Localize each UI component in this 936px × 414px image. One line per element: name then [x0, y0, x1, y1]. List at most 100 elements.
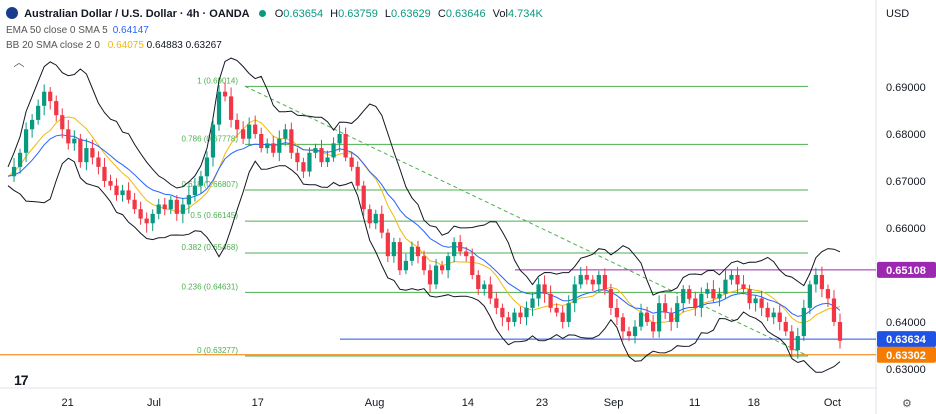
candle-body [801, 307, 806, 337]
symbol-title[interactable]: Australian Dollar / U.S. Dollar · 4h · O… [24, 8, 250, 20]
ema-value: 0.64147 [112, 25, 149, 36]
candle-body [108, 180, 113, 186]
candle-body [542, 284, 547, 294]
candle-body [427, 270, 433, 285]
candle-body [650, 321, 656, 332]
candle-body [210, 124, 216, 158]
candle-body [36, 105, 41, 120]
candle-body [72, 138, 77, 144]
candle-body [114, 185, 119, 196]
ema-label: EMA 50 close 0 SMA 5 [6, 25, 108, 36]
candle-body [620, 317, 626, 332]
candle-body [138, 209, 143, 219]
fib-trend-line [244, 85, 809, 357]
time-tick-label: 17 [252, 397, 264, 409]
candle-body [813, 274, 818, 285]
candle-body [331, 143, 336, 158]
fib-level-label: 0 (0.63277) [197, 346, 238, 355]
price-level-text: 0.63634 [886, 334, 927, 346]
candle-body [409, 246, 415, 261]
candle-body [735, 274, 740, 285]
candle-body [289, 129, 294, 153]
candle-body [186, 195, 191, 205]
candle-body [48, 91, 53, 102]
candle-body [17, 152, 23, 167]
candle-body [536, 284, 541, 299]
candle-body [349, 157, 354, 167]
candle-body [446, 256, 451, 271]
time-tick-label: 11 [689, 397, 700, 409]
candle-body [126, 190, 131, 200]
bb-basis-value: 0.64075 [107, 40, 144, 51]
candle-body [657, 303, 662, 332]
candle-body [626, 331, 632, 337]
candle-body [84, 148, 89, 163]
candle-body [132, 199, 137, 210]
collapse-legend-chevron-icon[interactable]: ︿ [13, 57, 25, 69]
candle-body [771, 312, 776, 318]
ohlc-low: L0.63629 [384, 8, 431, 20]
candle-body [747, 289, 752, 304]
candle-body [831, 298, 837, 322]
candle-body [234, 119, 240, 130]
fib-level-label: 1 (0.69014) [197, 76, 238, 85]
candle-body [120, 190, 125, 196]
candle-body [66, 129, 71, 144]
price-level-badge [877, 261, 936, 278]
candle-body [783, 321, 788, 332]
candle-body [60, 115, 65, 130]
candle-body [343, 133, 348, 158]
ohlc-open: O0.63654 [274, 8, 324, 20]
candle-body [476, 274, 481, 290]
candle-body [307, 152, 312, 172]
candle-body [283, 129, 288, 139]
time-tick-label: Sep [604, 397, 624, 409]
bb-lower-value: 0.63267 [185, 40, 222, 51]
settings-gear-icon[interactable]: ⚙ [902, 398, 912, 410]
candle-body [204, 157, 210, 177]
candle-body [421, 256, 427, 271]
bb-legend[interactable]: BB 20 SMA close 2 0 0.64075 0.64883 0.63… [6, 40, 222, 51]
candle-body [403, 260, 409, 271]
candle-body [500, 307, 505, 318]
candle-body [632, 326, 638, 337]
fib-level-label: 0.786 (0.67778) [182, 134, 239, 143]
candle-body [825, 289, 831, 299]
candle-body [222, 91, 228, 97]
aud-usd-flag-icon [6, 7, 18, 19]
candle-body [11, 166, 17, 177]
candle-body [144, 218, 149, 224]
candle-body [807, 284, 812, 308]
candle-body [433, 265, 439, 285]
candle-body [301, 162, 306, 172]
candle-body [458, 242, 463, 252]
bb-upper-value: 0.64883 [146, 40, 183, 51]
candle-body [319, 148, 324, 163]
candle-body [253, 124, 258, 134]
candle-body [470, 256, 475, 275]
candle-body [90, 148, 95, 158]
tradingview-logo[interactable]: 17 [14, 372, 29, 388]
candle-body [96, 157, 101, 167]
candle-body [759, 298, 764, 308]
candle-body [590, 279, 595, 285]
candle-body [277, 138, 282, 153]
chart-grid [0, 0, 877, 414]
time-tick-label: 14 [462, 397, 474, 409]
time-tick-label: 21 [62, 397, 74, 409]
bb-label: BB 20 SMA close 2 0 [6, 40, 100, 51]
candle-body [452, 242, 457, 257]
ema-legend[interactable]: EMA 50 close 0 SMA 5 0.64147 [6, 25, 149, 36]
candle-body [78, 138, 83, 163]
candle-body [687, 289, 692, 299]
candle-body [216, 91, 222, 125]
candle-body [361, 185, 366, 210]
currency-selector[interactable]: USD [886, 8, 910, 20]
candle-body [295, 152, 300, 163]
candle-body [717, 293, 722, 299]
price-axis: 0.69000 0.68000 0.67000 0.66000 0.64000 0.630… [886, 82, 926, 376]
price-level-text: 0.63302 [886, 350, 926, 362]
candle-body [524, 307, 529, 318]
symbol-legend: Australian Dollar / U.S. Dollar · 4h · O… [6, 7, 547, 20]
